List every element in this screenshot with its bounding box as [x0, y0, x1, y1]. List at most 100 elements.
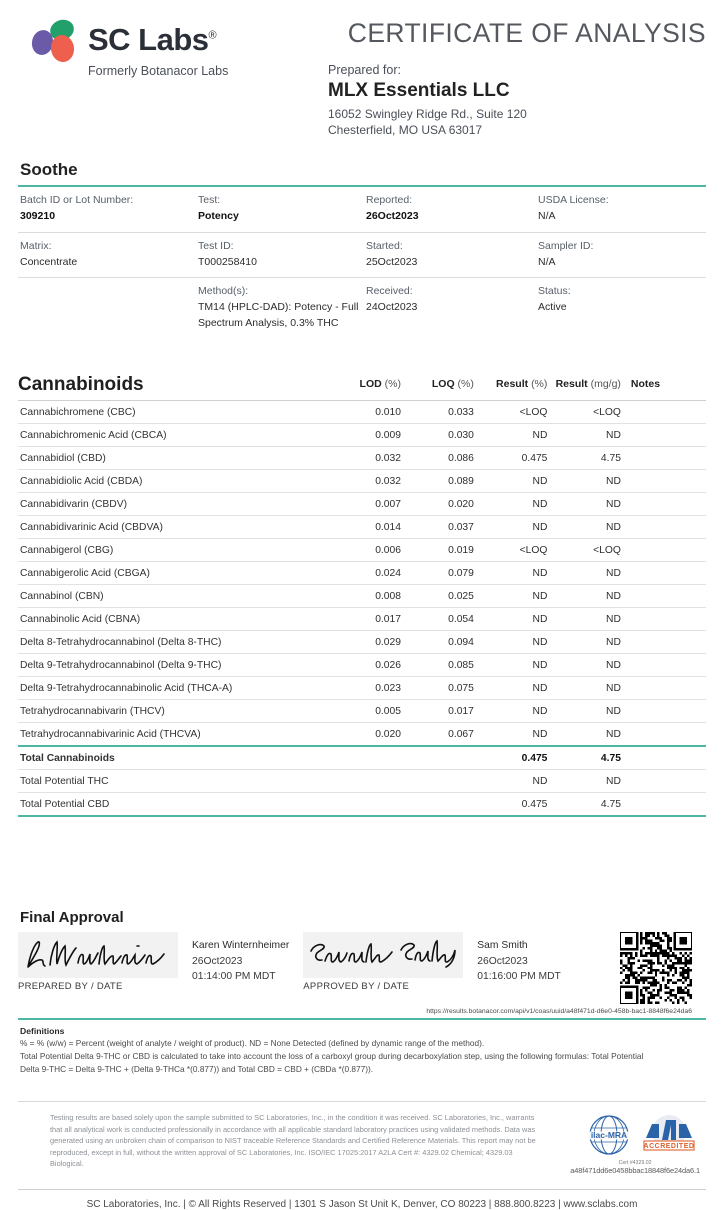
cell-result-mgg: ND — [606, 590, 621, 602]
cell-lod — [328, 770, 401, 793]
sample-info-grid: Batch ID or Lot Number: 309210 Test: Potenc… — [18, 187, 706, 338]
cell-loq: 0.089 — [448, 475, 474, 487]
prepared-signature-box: PREPARED BY / DATE — [18, 932, 178, 992]
cell-notes — [621, 723, 706, 747]
cell-notes — [621, 608, 706, 631]
sample-info-label: Test: — [198, 194, 221, 207]
cell-lod: 0.006 — [375, 544, 401, 556]
header-right: CERTIFICATE OF ANALYSIS Prepared for: ML… — [318, 18, 706, 138]
cell-lod: 0.008 — [375, 590, 401, 602]
table-row: Delta 9-Tetrahydrocannabinol (Delta 9-TH… — [18, 654, 706, 677]
approved-by-time: 01:16:00 PM MDT — [477, 971, 561, 982]
page-title: CERTIFICATE OF ANALYSIS — [347, 18, 706, 48]
brand-tagline: Formerly Botanacor Labs — [88, 64, 229, 78]
svg-text:ilac-MRA: ilac-MRA — [591, 1130, 627, 1140]
sample-info-row-divider — [18, 277, 706, 279]
cell-analyte: Cannabinolic Acid (CBNA) — [20, 613, 141, 625]
final-approval-title: Final Approval — [20, 909, 124, 927]
cell-result-pct: ND — [532, 521, 548, 533]
cell-loq: 0.017 — [448, 705, 474, 717]
cell-result-pct: ND — [532, 682, 548, 694]
cell-lod — [328, 793, 401, 817]
cell-result-pct: <LOQ — [519, 544, 548, 556]
cert-uuid: a48f471dd6e0458bbac18848f6e24da6.1 — [570, 1166, 700, 1176]
cell-notes — [621, 424, 706, 447]
sample-info-value: T000258410 — [198, 255, 257, 268]
cell-lod: 0.023 — [375, 682, 401, 694]
table-row: Cannabichromenic Acid (CBCA) 0.009 0.030 ND… — [18, 424, 706, 447]
cell-analyte: Cannabidiolic Acid (CBDA) — [20, 475, 143, 487]
col-head-loq: LOQ (%) — [431, 378, 474, 391]
sample-info-label: Status: — [538, 285, 571, 298]
table-header-row: Cannabinoids LOD (%) LOQ (%) Result (%) … — [18, 369, 706, 401]
cell-lod: 0.026 — [375, 659, 401, 671]
sample-info-row: Matrix: Concentrate Test ID: T000258410 Star… — [18, 233, 706, 278]
table-row: Cannabigerolic Acid (CBGA) 0.024 0.079 ND ND — [18, 562, 706, 585]
cell-result-mgg: ND — [606, 613, 621, 625]
cell-analyte: Total Cannabinoids — [20, 752, 115, 764]
svg-text:ACCREDITED: ACCREDITED — [644, 1143, 695, 1150]
sample-info-label: Method(s): — [198, 285, 249, 298]
sample-info-cell: Batch ID or Lot Number: 309210 — [20, 193, 198, 225]
cell-result-pct: ND — [532, 475, 548, 487]
cell-loq: 0.094 — [448, 636, 474, 648]
a2la-accredited-icon: ACCREDITED — [643, 1115, 695, 1151]
table-row: Cannabidiolic Acid (CBDA) 0.032 0.089 ND ND — [18, 470, 706, 493]
cell-loq: 0.075 — [448, 682, 474, 694]
sample-info-cell: Matrix: Concentrate — [20, 239, 198, 271]
sample-info-value: 309210 — [20, 210, 56, 223]
prepared-for-label: Prepared for: — [328, 63, 401, 77]
sample-info-label: Started: — [366, 239, 403, 252]
sample-info-value: 26Oct2023 — [366, 210, 419, 223]
cell-notes — [621, 516, 706, 539]
coa-qr-code[interactable] — [620, 932, 692, 1005]
client-name: MLX Essentials LLC — [328, 80, 510, 101]
signature-area: PREPARED BY / DATE Karen Winternheimer 2… — [18, 932, 706, 1005]
cell-lod: 0.032 — [375, 475, 401, 487]
cell-result-pct: ND — [532, 613, 548, 625]
table-row: Cannabichromene (CBC) 0.010 0.033 <LOQ <LOQ — [18, 401, 706, 424]
cell-loq: 0.086 — [448, 452, 474, 464]
footer-text: SC Laboratories, Inc. | © All Rights Res… — [86, 1199, 638, 1210]
sample-info-cell: Sampler ID: N/A — [538, 239, 704, 271]
cell-result-pct: 0.475 — [521, 452, 548, 464]
cell-loq: 0.030 — [448, 429, 474, 441]
client-address-line2: Chesterfield, MO USA 63017 — [328, 123, 483, 138]
cell-notes — [621, 562, 706, 585]
cell-analyte: Cannabidiol (CBD) — [20, 452, 106, 464]
table-row: Cannabidivarin (CBDV) 0.007 0.020 ND ND — [18, 493, 706, 516]
cell-analyte: Cannabigerol (CBG) — [20, 544, 114, 556]
brand-name: SC Labs® — [88, 22, 217, 57]
cell-lod: 0.007 — [375, 498, 401, 510]
prepared-by-name: Karen Winternheimer — [192, 940, 290, 952]
cell-notes — [621, 700, 706, 723]
table-row: Total Potential THC ND ND — [18, 770, 706, 793]
cell-analyte: Total Potential CBD — [20, 798, 110, 810]
cell-result-mgg: ND — [606, 498, 621, 510]
cell-loq: 0.054 — [448, 613, 474, 625]
sample-info-cell: Test ID: T000258410 — [198, 239, 366, 271]
approved-by-meta: Sam Smith 26Oct2023 01:16:00 PM MDT — [463, 932, 561, 984]
cell-lod: 0.029 — [375, 636, 401, 648]
sample-info-value: N/A — [538, 210, 556, 223]
sample-info-value: Concentrate — [20, 255, 78, 268]
cell-analyte: Cannabinol (CBN) — [20, 590, 104, 602]
cell-result-pct: 0.475 — [521, 798, 548, 810]
cell-analyte: Tetrahydrocannabivarinic Acid (THCVA) — [20, 728, 201, 740]
sample-info-cell: Test: Potency — [198, 193, 366, 225]
cell-analyte: Tetrahydrocannabivarin (THCV) — [20, 705, 165, 717]
cell-lod: 0.005 — [375, 705, 401, 717]
cell-analyte: Total Potential THC — [20, 775, 109, 787]
cannabinoids-table: Cannabinoids LOD (%) LOQ (%) Result (%) … — [18, 369, 706, 818]
coa-url[interactable]: https://results.botanacor.com/api/v1/coa… — [426, 1008, 692, 1016]
prepared-by-time: 01:14:00 PM MDT — [192, 971, 276, 982]
cell-analyte: Cannabigerolic Acid (CBGA) — [20, 567, 150, 579]
cannabinoids-table-body: Cannabichromene (CBC) 0.010 0.033 <LOQ <LOQ C… — [18, 401, 706, 817]
cell-notes — [621, 401, 706, 424]
approved-by-caption: APPROVED BY / DATE — [303, 981, 410, 993]
client-address-line1: 16052 Swingley Ridge Rd., Suite 120 — [328, 107, 527, 121]
table-row: Tetrahydrocannabivarin (THCV) 0.005 0.017 N… — [18, 700, 706, 723]
col-head-result-mgg: Result (mg/g) — [555, 378, 621, 391]
coa-page: SC Labs® Formerly Botanacor Labs CERTIFI… — [18, 16, 706, 1210]
cell-result-mgg: 4.75 — [600, 452, 621, 464]
